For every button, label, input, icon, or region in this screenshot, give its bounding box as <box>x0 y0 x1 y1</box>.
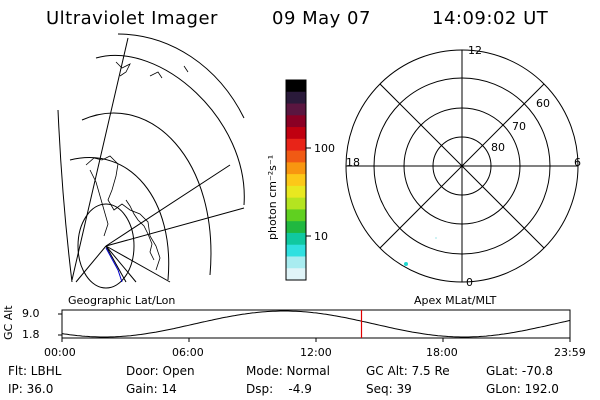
colorbar-stripe <box>286 150 306 163</box>
aurora-spot <box>435 237 437 239</box>
longitude-line <box>105 207 245 247</box>
longitude-line <box>105 245 137 283</box>
colorbar-stripe <box>286 221 306 234</box>
colorbar <box>286 80 306 281</box>
ip-status: IP: 36.0 <box>8 382 54 396</box>
colorbar-stripe <box>286 256 306 269</box>
colorbar-stripe <box>286 91 306 105</box>
latitude-ring <box>95 55 245 206</box>
latitude-ring <box>69 157 170 281</box>
mlat-label-70: 70 <box>512 120 526 133</box>
colorbar-stripe <box>286 209 306 222</box>
longitude-line <box>71 37 129 281</box>
colorbar-stripe <box>286 162 306 175</box>
colorbar-stripe <box>286 138 306 152</box>
coastline <box>89 169 109 237</box>
seq-status: Seq: 39 <box>366 382 412 396</box>
mlt-label-18: 18 <box>346 156 360 169</box>
timeline-xtick-0000: 00:00 <box>44 346 76 359</box>
colorbar-tick-10: 10 <box>314 230 328 243</box>
timeline-xtick-1200: 12:00 <box>300 346 332 359</box>
coastline <box>125 199 155 261</box>
colorbar-stripe <box>286 197 306 211</box>
time-label: 14:09:02 UT <box>432 8 549 29</box>
date-label: 09 May 07 <box>272 8 371 29</box>
longitude-line <box>105 164 231 247</box>
colorbar-stripe <box>286 103 306 116</box>
coastline <box>183 65 189 73</box>
apex-caption: Apex MLat/MLT <box>414 294 497 307</box>
latitude-ring-inner <box>77 203 135 289</box>
colorbar-unit-label: photon cm⁻²s⁻¹ <box>266 155 279 240</box>
polar-diagonal <box>379 83 545 249</box>
timeline-axis-label: GC Alt <box>2 305 15 340</box>
timeline-xtick-0600: 06:00 <box>172 346 204 359</box>
timeline-ytick-high: 9.0 <box>22 307 40 320</box>
colorbar-ticks <box>306 147 311 237</box>
latitude-ring <box>81 112 212 276</box>
timeline-xtick-1800: 18:00 <box>426 346 458 359</box>
coastline <box>149 71 163 79</box>
colorbar-stripe <box>286 185 306 199</box>
satellite-track <box>105 247 123 283</box>
latitude-ring-outer <box>117 33 245 119</box>
longitude-line <box>75 245 107 283</box>
colorbar-stripe <box>286 115 306 128</box>
gain-status: Gain: 14 <box>126 382 177 396</box>
geographic-map <box>57 33 245 289</box>
gc-alt-status: GC Alt: 7.5 Re <box>366 364 450 378</box>
door-status: Door: Open <box>126 364 195 378</box>
colorbar-stripe <box>286 244 306 258</box>
instrument-title: Ultraviolet Imager <box>46 8 218 29</box>
timeline-ytick-low: 1.8 <box>22 328 40 341</box>
timeline-frame <box>61 309 571 339</box>
timeline-xtick-2359: 23:59 <box>554 346 586 359</box>
colorbar-stripe <box>286 127 306 140</box>
mode-status: Mode: Normal <box>246 364 330 378</box>
colorbar-stripe <box>286 232 306 246</box>
polar-plot <box>345 49 579 283</box>
colorbar-stripe <box>286 174 306 187</box>
longitude-line <box>105 245 127 283</box>
colorbar-tick-100: 100 <box>314 142 335 155</box>
colorbar-frame <box>285 79 307 281</box>
timeline-axes <box>58 309 571 342</box>
mlt-label-12: 12 <box>468 44 482 57</box>
coastline <box>115 61 131 77</box>
geographic-caption: Geographic Lat/Lon <box>68 294 176 307</box>
filter-status: Flt: LBHL <box>8 364 62 378</box>
coastline <box>85 155 161 271</box>
map-edge <box>57 109 73 283</box>
mlat-label-80: 80 <box>491 141 505 154</box>
mlat-label-60: 60 <box>536 97 550 110</box>
orbit-altitude-curve <box>61 310 571 338</box>
mlt-label-0: 0 <box>466 276 473 289</box>
colorbar-stripe <box>286 80 306 93</box>
dsp-status: Dsp: -4.9 <box>246 382 312 396</box>
colorbar-stripe <box>286 268 306 281</box>
aurora-spot <box>404 262 408 266</box>
glat-status: GLat: -70.8 <box>486 364 553 378</box>
longitude-line <box>105 245 171 283</box>
glon-status: GLon: 192.0 <box>486 382 559 396</box>
mlt-label-6: 6 <box>574 156 581 169</box>
